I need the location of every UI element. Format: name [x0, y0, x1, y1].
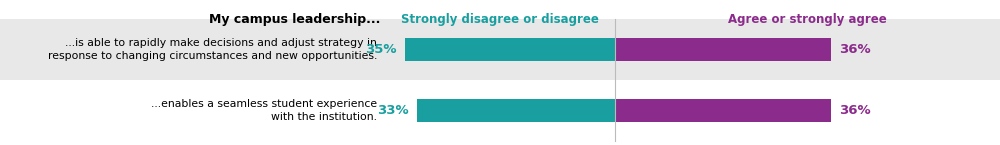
Text: ...enables a seamless student experience
with the institution.: ...enables a seamless student experience… [151, 99, 377, 122]
Text: Strongly disagree or disagree: Strongly disagree or disagree [401, 13, 599, 26]
Text: 36%: 36% [839, 104, 871, 117]
Bar [417, 99, 615, 122]
Text: 35%: 35% [366, 43, 397, 56]
Bar [405, 38, 615, 61]
Bar [615, 38, 831, 61]
Bar [0, 19, 1000, 80]
Text: ...is able to rapidly make decisions and adjust strategy in
response to changing: ...is able to rapidly make decisions and… [48, 38, 377, 61]
Text: My campus leadership...: My campus leadership... [209, 13, 380, 26]
Text: Agree or strongly agree: Agree or strongly agree [728, 13, 887, 26]
Bar [615, 99, 831, 122]
Text: 33%: 33% [377, 104, 409, 117]
Text: 36%: 36% [839, 43, 871, 56]
